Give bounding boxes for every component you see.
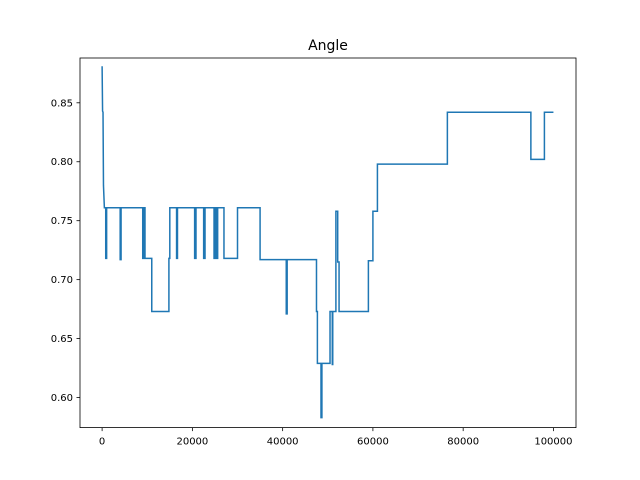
y-tick-label: 0.65	[51, 334, 73, 345]
y-tick-label: 0.70	[51, 275, 73, 286]
y-axis: 0.60 0.65 0.70 0.75 0.80 0.85	[51, 98, 80, 404]
y-tick-label: 0.60	[51, 393, 73, 404]
x-tick-label: 80000	[447, 437, 479, 448]
plot-area	[101, 66, 554, 419]
x-tick-label: 0	[99, 437, 105, 448]
y-tick-label: 0.75	[51, 216, 73, 227]
y-tick-label: 0.80	[51, 157, 73, 168]
x-tick-label: 60000	[357, 437, 389, 448]
x-tick-label: 40000	[267, 437, 299, 448]
series-line-0	[101, 66, 554, 419]
x-tick-label: 100000	[534, 437, 572, 448]
y-tick-label: 0.85	[51, 98, 73, 109]
x-axis: 0 20000 40000 60000 80000 100000	[99, 427, 573, 448]
chart-title: Angle	[308, 38, 348, 54]
plot-frame	[79, 57, 577, 429]
x-tick-label: 20000	[176, 437, 208, 448]
